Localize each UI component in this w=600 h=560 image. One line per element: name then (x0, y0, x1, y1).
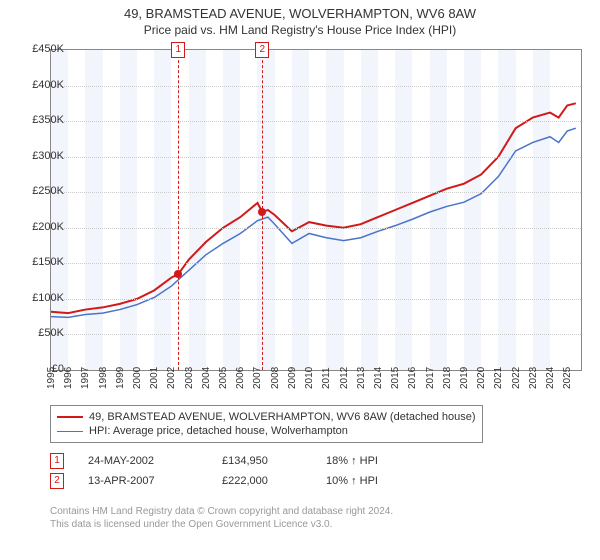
sale-row: 1 24-MAY-2002 £134,950 18% ↑ HPI (50, 451, 580, 471)
sale-marker-dot (174, 270, 182, 278)
x-tick-label: 2020 (476, 367, 487, 389)
x-tick-label: 2016 (407, 367, 418, 389)
x-tick-label: 2009 (287, 367, 298, 389)
sale-marker-box: 1 (171, 42, 185, 58)
gridline (51, 157, 581, 158)
x-tick-label: 2025 (562, 367, 573, 389)
title-sub: Price paid vs. HM Land Registry's House … (0, 23, 600, 37)
x-tick-label: 2017 (425, 367, 436, 389)
gridline (51, 86, 581, 87)
sale-hpi: 18% ↑ HPI (326, 455, 416, 467)
legend-label: HPI: Average price, detached house, Wolv… (89, 425, 348, 437)
sales-table: 1 24-MAY-2002 £134,950 18% ↑ HPI 2 13-APR-200… (50, 451, 580, 491)
x-tick-label: 2014 (373, 367, 384, 389)
series-property (51, 103, 576, 313)
x-tick-label: 2013 (356, 367, 367, 389)
titles: 49, BRAMSTEAD AVENUE, WOLVERHAMPTON, WV6… (0, 0, 600, 39)
title-main: 49, BRAMSTEAD AVENUE, WOLVERHAMPTON, WV6… (0, 6, 600, 21)
gridline (51, 121, 581, 122)
x-tick-label: 2015 (390, 367, 401, 389)
x-tick-label: 2010 (304, 367, 315, 389)
footer-line-2: This data is licensed under the Open Gov… (50, 518, 580, 531)
legend-swatch (57, 416, 83, 418)
y-tick-label: £150K (16, 256, 64, 268)
sale-date: 13-APR-2007 (88, 475, 198, 487)
sale-marker-box: 2 (255, 42, 269, 58)
x-tick-label: 1998 (98, 367, 109, 389)
plot-area: 12 (50, 49, 582, 371)
x-tick-label: 2003 (184, 367, 195, 389)
y-tick-label: £350K (16, 114, 64, 126)
sale-marker-dot (258, 208, 266, 216)
gridline (51, 334, 581, 335)
y-tick-label: £300K (16, 150, 64, 162)
x-tick-label: 2008 (270, 367, 281, 389)
x-tick-label: 2006 (235, 367, 246, 389)
y-tick-label: £0 (16, 363, 64, 375)
sale-price: £222,000 (222, 475, 302, 487)
x-tick-label: 2022 (511, 367, 522, 389)
x-tick-label: 2024 (545, 367, 556, 389)
gridline (51, 192, 581, 193)
sale-date: 24-MAY-2002 (88, 455, 198, 467)
x-tick-label: 2007 (252, 367, 263, 389)
sale-price: £134,950 (222, 455, 302, 467)
gridline (51, 263, 581, 264)
x-tick-label: 2023 (528, 367, 539, 389)
chart-container: 49, BRAMSTEAD AVENUE, WOLVERHAMPTON, WV6… (0, 0, 600, 539)
y-tick-label: £100K (16, 292, 64, 304)
x-tick-label: 2021 (493, 367, 504, 389)
sale-id-box: 2 (50, 473, 64, 489)
legend-row: 49, BRAMSTEAD AVENUE, WOLVERHAMPTON, WV6… (57, 410, 476, 424)
x-tick-label: 2001 (149, 367, 160, 389)
sale-marker-line (178, 50, 179, 370)
sale-row: 2 13-APR-2007 £222,000 10% ↑ HPI (50, 471, 580, 491)
legend-row: HPI: Average price, detached house, Wolv… (57, 424, 476, 438)
x-tick-label: 1999 (115, 367, 126, 389)
chart-area: 12 1995199619971998199920002001200220032… (0, 39, 600, 399)
line-svg (51, 50, 581, 370)
x-tick-label: 2019 (459, 367, 470, 389)
x-tick-label: 2011 (321, 367, 332, 389)
x-tick-label: 2012 (339, 367, 350, 389)
footer-line-1: Contains HM Land Registry data © Crown c… (50, 505, 580, 518)
x-tick-label: 2002 (166, 367, 177, 389)
x-tick-label: 2004 (201, 367, 212, 389)
x-tick-label: 1996 (63, 367, 74, 389)
y-tick-label: £400K (16, 79, 64, 91)
y-tick-label: £250K (16, 185, 64, 197)
footer: Contains HM Land Registry data © Crown c… (0, 499, 600, 539)
x-axis-labels: 1995199619971998199920002001200220032004… (50, 371, 580, 399)
gridline (51, 299, 581, 300)
below-chart: 49, BRAMSTEAD AVENUE, WOLVERHAMPTON, WV6… (0, 399, 600, 499)
sale-id-box: 1 (50, 453, 64, 469)
y-tick-label: £450K (16, 43, 64, 55)
legend-label: 49, BRAMSTEAD AVENUE, WOLVERHAMPTON, WV6… (89, 411, 476, 423)
legend: 49, BRAMSTEAD AVENUE, WOLVERHAMPTON, WV6… (50, 405, 483, 443)
gridline (51, 228, 581, 229)
legend-swatch (57, 431, 83, 432)
x-tick-label: 2000 (132, 367, 143, 389)
sale-hpi: 10% ↑ HPI (326, 475, 416, 487)
x-tick-label: 1997 (80, 367, 91, 389)
x-tick-label: 2005 (218, 367, 229, 389)
y-tick-label: £200K (16, 221, 64, 233)
x-tick-label: 2018 (442, 367, 453, 389)
y-tick-label: £50K (16, 327, 64, 339)
